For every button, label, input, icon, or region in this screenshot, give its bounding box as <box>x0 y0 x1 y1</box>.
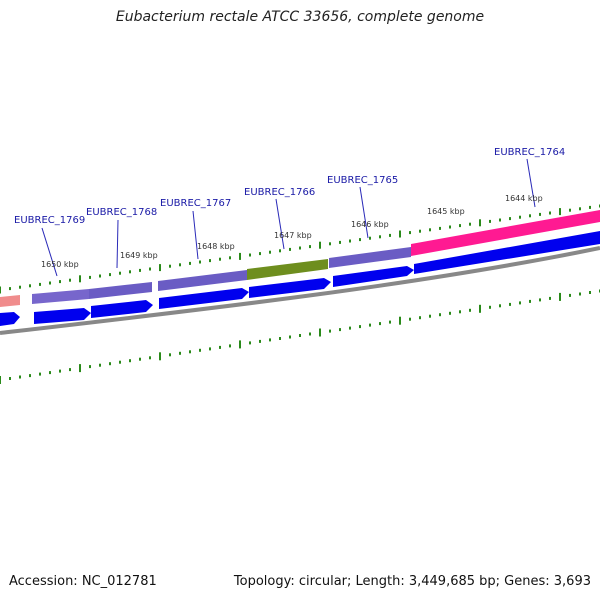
gene-label[interactable]: EUBREC_1768 <box>86 207 157 218</box>
cds-segment[interactable] <box>411 210 600 256</box>
gene-label[interactable]: EUBREC_1764 <box>494 147 565 158</box>
cds-segment[interactable] <box>329 247 411 268</box>
gene-arrow-track <box>0 231 600 326</box>
leader-line <box>275 198 285 250</box>
gene-label[interactable]: EUBREC_1766 <box>244 187 315 198</box>
leader-line <box>526 158 536 208</box>
cds-segment[interactable] <box>247 259 328 280</box>
cds-segment[interactable] <box>89 282 152 299</box>
leader-line <box>41 227 58 277</box>
gene-label[interactable]: EUBREC_1769 <box>14 215 85 226</box>
gene-arrow[interactable] <box>91 300 153 318</box>
kbp-label: 1647 kbp <box>274 231 312 240</box>
genome-meta-label: Topology: circular; Length: 3,449,685 bp… <box>233 574 591 589</box>
kbp-label: 1646 kbp <box>351 220 389 229</box>
kbp-label: 1648 kbp <box>197 242 235 251</box>
leader-line <box>116 219 119 269</box>
cds-track <box>0 210 600 307</box>
gene-label-leaders <box>41 158 536 277</box>
cds-segment[interactable] <box>158 270 247 291</box>
kbp-label: 1645 kbp <box>427 207 465 216</box>
genome-backbone <box>0 246 600 335</box>
leader-line <box>192 210 199 260</box>
kbp-labels: 1650 kbp 1649 kbp 1648 kbp 1647 kbp 1646… <box>41 194 543 269</box>
gene-arrow[interactable] <box>159 288 249 309</box>
inner-tick-track <box>0 289 600 384</box>
accession-label: Accession: NC_012781 <box>9 574 157 589</box>
kbp-label: 1644 kbp <box>505 194 543 203</box>
outer-tick-track <box>0 204 600 294</box>
gene-arrow[interactable] <box>34 308 91 324</box>
gene-labels: EUBREC_1769 EUBREC_1768 EUBREC_1767 EUBR… <box>14 147 565 226</box>
gene-label[interactable]: EUBREC_1765 <box>327 175 398 186</box>
gene-arrow[interactable] <box>333 266 414 287</box>
map-title: Eubacterium rectale ATCC 33656, complete… <box>115 9 485 25</box>
gene-label[interactable]: EUBREC_1767 <box>160 198 231 209</box>
kbp-label: 1649 kbp <box>120 251 158 260</box>
cds-segment[interactable] <box>0 295 20 307</box>
kbp-label: 1650 kbp <box>41 260 79 269</box>
gene-arrow[interactable] <box>0 312 20 326</box>
leader-line <box>359 186 369 239</box>
gene-arrow[interactable] <box>249 278 331 298</box>
cds-segment[interactable] <box>32 289 89 304</box>
gene-arrow[interactable] <box>414 231 600 274</box>
